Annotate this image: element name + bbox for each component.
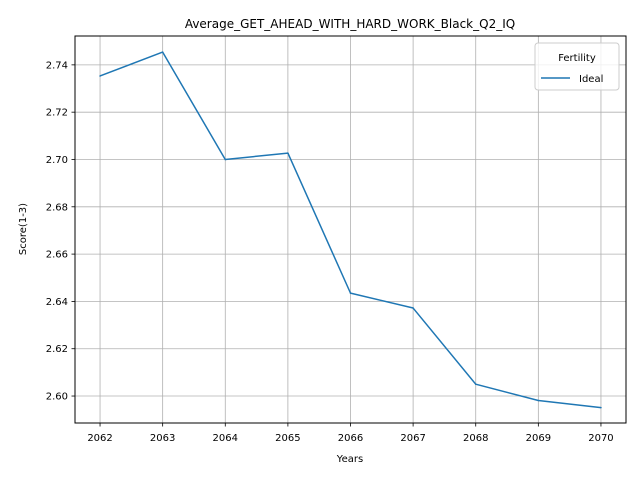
data-point: [349, 292, 352, 294]
y-tick-label: 2.70: [46, 155, 68, 166]
data-point: [600, 406, 602, 409]
legend: Fertility Ideal: [534, 42, 620, 91]
grid: [75, 36, 626, 423]
data-point: [474, 383, 477, 385]
x-tick-label: 2067: [400, 433, 425, 444]
x-tick-label: 2068: [463, 433, 488, 444]
x-tick-label: 2066: [338, 433, 363, 444]
x-tick-label: 2063: [150, 433, 175, 444]
data-point: [224, 158, 227, 161]
y-tick-label: 2.72: [46, 108, 68, 119]
y-axis-label: Score(1-3): [18, 203, 29, 255]
x-tick-label: 2069: [526, 433, 551, 444]
legend-box: [534, 42, 620, 91]
x-tick-label: 2062: [87, 433, 112, 444]
data-point: [287, 152, 289, 154]
y-tick-label: 2.64: [46, 297, 68, 308]
y-tick-label: 2.60: [46, 392, 68, 403]
y-tick-label: 2.66: [46, 250, 68, 261]
data-point: [99, 75, 101, 77]
x-tick-label: 2065: [275, 433, 300, 444]
series-layer: [99, 51, 602, 409]
y-tick-label: 2.74: [46, 60, 68, 71]
data-point: [537, 399, 540, 402]
x-axis: 2062 2063 2064 2065 2066 2067 2068 2069 2070: [87, 423, 614, 444]
y-tick-label: 2.62: [46, 344, 68, 355]
x-tick-label: 2064: [213, 433, 238, 444]
data-point: [161, 51, 164, 53]
data-point: [412, 307, 414, 309]
x-tick-label: 2070: [588, 433, 613, 444]
chart-title: Average_GET_AHEAD_WITH_HARD_WORK_Black_Q…: [185, 17, 515, 31]
legend-title: Fertility: [558, 53, 596, 64]
y-tick-label: 2.68: [46, 202, 68, 213]
x-axis-label: Years: [336, 454, 363, 465]
y-axis: 2.60 2.62 2.64 2.66 2.68 2.70 2.72 2.74: [46, 60, 75, 403]
legend-label-ideal: Ideal: [579, 74, 603, 85]
